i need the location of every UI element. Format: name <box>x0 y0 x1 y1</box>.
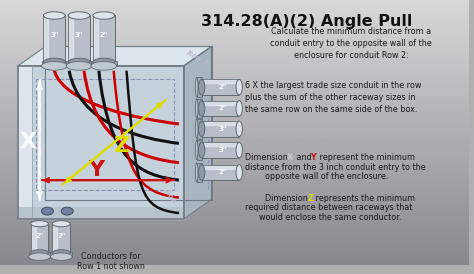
Text: distance from the 3 inch conduit entry to the: distance from the 3 inch conduit entry t… <box>245 163 426 172</box>
Text: Row 2: Row 2 <box>186 50 210 67</box>
Ellipse shape <box>195 141 198 160</box>
Bar <box>201 79 239 95</box>
Ellipse shape <box>31 221 48 227</box>
Ellipse shape <box>28 253 50 260</box>
Ellipse shape <box>199 165 205 180</box>
Ellipse shape <box>44 12 65 19</box>
Text: Dimension: Dimension <box>245 153 291 162</box>
Text: ©ElectricalLicenseRenewal.Com: ©ElectricalLicenseRenewal.Com <box>245 138 363 144</box>
Text: Row 1: Row 1 <box>163 188 181 211</box>
Text: X: X <box>19 132 36 152</box>
Bar <box>197 78 201 97</box>
Text: 314.28(A)(2) Angle Pull: 314.28(A)(2) Angle Pull <box>201 13 412 28</box>
Ellipse shape <box>91 61 117 70</box>
Bar <box>31 224 48 253</box>
Text: 2": 2" <box>36 233 44 239</box>
Text: represent the minimum: represent the minimum <box>317 153 415 162</box>
Ellipse shape <box>53 221 70 227</box>
Text: would enclose the same conductor.: would enclose the same conductor. <box>259 213 401 222</box>
Text: Z: Z <box>308 194 313 203</box>
Bar <box>91 61 117 66</box>
Text: represents the minimum: represents the minimum <box>313 194 416 203</box>
Ellipse shape <box>68 58 90 66</box>
Ellipse shape <box>236 142 242 158</box>
Ellipse shape <box>199 101 205 116</box>
Ellipse shape <box>66 61 92 70</box>
Bar <box>197 99 201 118</box>
Ellipse shape <box>236 79 242 95</box>
Text: 3": 3" <box>218 147 227 153</box>
Bar <box>68 16 90 62</box>
Bar <box>201 121 239 136</box>
Ellipse shape <box>61 207 73 215</box>
Ellipse shape <box>42 207 54 215</box>
Text: 3": 3" <box>218 126 227 132</box>
Bar <box>66 61 92 66</box>
Text: 3": 3" <box>50 32 59 38</box>
Bar <box>197 141 201 160</box>
Bar <box>36 79 174 190</box>
Bar <box>201 165 239 180</box>
Ellipse shape <box>53 250 70 256</box>
Text: opposite wall of the enclosure.: opposite wall of the enclosure. <box>265 172 388 181</box>
Text: Z: Z <box>113 136 130 156</box>
Text: required distance between raceways that: required distance between raceways that <box>245 203 412 212</box>
Polygon shape <box>184 47 211 219</box>
Ellipse shape <box>195 99 198 118</box>
Bar <box>44 16 65 62</box>
Ellipse shape <box>195 163 198 182</box>
Bar <box>201 101 239 116</box>
Bar <box>18 207 184 219</box>
Bar <box>18 66 32 219</box>
Ellipse shape <box>93 58 115 66</box>
Bar <box>201 142 239 158</box>
Ellipse shape <box>236 165 242 180</box>
Polygon shape <box>18 47 211 66</box>
Polygon shape <box>46 47 211 199</box>
Bar <box>53 224 70 253</box>
Ellipse shape <box>199 121 205 136</box>
Bar <box>28 252 50 257</box>
Ellipse shape <box>236 101 242 116</box>
Text: Conductors for
Row 1 not shown: Conductors for Row 1 not shown <box>77 252 145 271</box>
Text: 3": 3" <box>75 32 83 38</box>
Ellipse shape <box>236 121 242 136</box>
Text: 2": 2" <box>100 32 108 38</box>
Text: Dimension: Dimension <box>265 194 310 203</box>
Ellipse shape <box>42 61 67 70</box>
Text: and: and <box>293 153 314 162</box>
Text: 6 X the largest trade size conduit in the row
plus the sum of the other raceway : 6 X the largest trade size conduit in th… <box>245 81 421 114</box>
Text: Y: Y <box>310 153 316 162</box>
Bar <box>42 61 67 66</box>
Bar <box>50 252 72 257</box>
Ellipse shape <box>195 119 198 138</box>
Ellipse shape <box>199 79 205 95</box>
Text: 2": 2" <box>57 233 65 239</box>
Ellipse shape <box>50 253 72 260</box>
Ellipse shape <box>93 12 115 19</box>
Ellipse shape <box>44 58 65 66</box>
Ellipse shape <box>199 142 205 158</box>
Polygon shape <box>18 66 184 219</box>
Ellipse shape <box>195 78 198 97</box>
Text: 2": 2" <box>218 169 227 175</box>
Ellipse shape <box>68 12 90 19</box>
Text: Y: Y <box>88 161 104 181</box>
Bar <box>197 163 201 182</box>
Text: X̶: X̶ <box>288 153 294 162</box>
Text: Calculate the minimum distance from a
conduit entry to the opposite wall of the
: Calculate the minimum distance from a co… <box>270 27 432 60</box>
Bar <box>197 119 201 138</box>
Text: 2": 2" <box>218 105 227 112</box>
Text: 2": 2" <box>218 84 227 90</box>
Ellipse shape <box>31 250 48 256</box>
Bar <box>93 16 115 62</box>
